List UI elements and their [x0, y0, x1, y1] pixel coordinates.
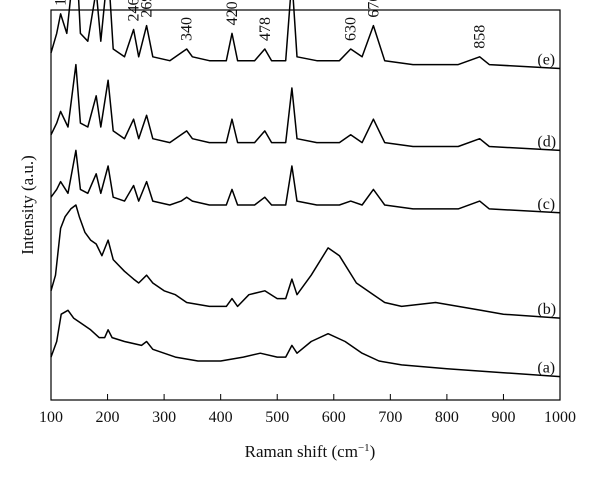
x-axis-title: Raman shift (cm−1): [245, 442, 376, 461]
y-axis-title: Intensity (a.u.): [18, 155, 37, 255]
peak-label: 246: [126, 0, 143, 22]
plot-frame: [50, 9, 561, 401]
spectra-group: [50, 0, 561, 378]
trace-labels-group: (a) (b) (c) (d) (e): [537, 52, 556, 377]
x-axis-title-close: ): [370, 442, 376, 461]
peak-label: 478: [257, 17, 274, 41]
trace-label-2: (c): [537, 196, 555, 213]
peak-label: 117: [53, 0, 70, 6]
x-axis-title-superscript: −1: [358, 442, 370, 454]
trace-label-4: (e): [537, 52, 555, 69]
peak-labels-group: 117144180201246269340420478526630670858: [53, 0, 489, 49]
trace-label-1: (b): [537, 301, 556, 318]
x-tick-label: 500: [265, 409, 289, 426]
trace-label-3: (d): [537, 133, 556, 150]
spectrum-line-1: [50, 204, 561, 319]
axes-group: 100 200 300 400 500 600 700 800 900 1000: [39, 9, 576, 426]
x-tick-label: 800: [435, 409, 459, 426]
x-tick-label: 600: [322, 409, 346, 426]
peak-label: 269: [139, 0, 156, 18]
x-tick-label: 1000: [544, 409, 576, 426]
x-tick-label: 700: [378, 409, 402, 426]
x-tick-label: 900: [491, 409, 515, 426]
trace-label-0: (a): [537, 360, 555, 377]
spectrum-line-0: [50, 309, 561, 378]
spectrum-line-4: [50, 0, 561, 70]
x-ticks: 100 200 300 400 500 600 700 800 900 1000: [39, 394, 576, 426]
peak-label: 858: [472, 25, 489, 49]
x-tick-label: 300: [152, 409, 176, 426]
x-tick-label: 400: [209, 409, 233, 426]
x-tick-label: 100: [39, 409, 63, 426]
peak-label: 420: [224, 1, 241, 25]
peak-label: 670: [365, 0, 382, 18]
peak-label: 630: [343, 17, 360, 41]
spectrum-line-3: [50, 63, 561, 152]
spectrum-line-2: [50, 149, 561, 214]
peak-label: 340: [179, 17, 196, 41]
x-tick-label: 200: [96, 409, 120, 426]
x-axis-title-main: Raman shift (cm: [245, 442, 358, 461]
